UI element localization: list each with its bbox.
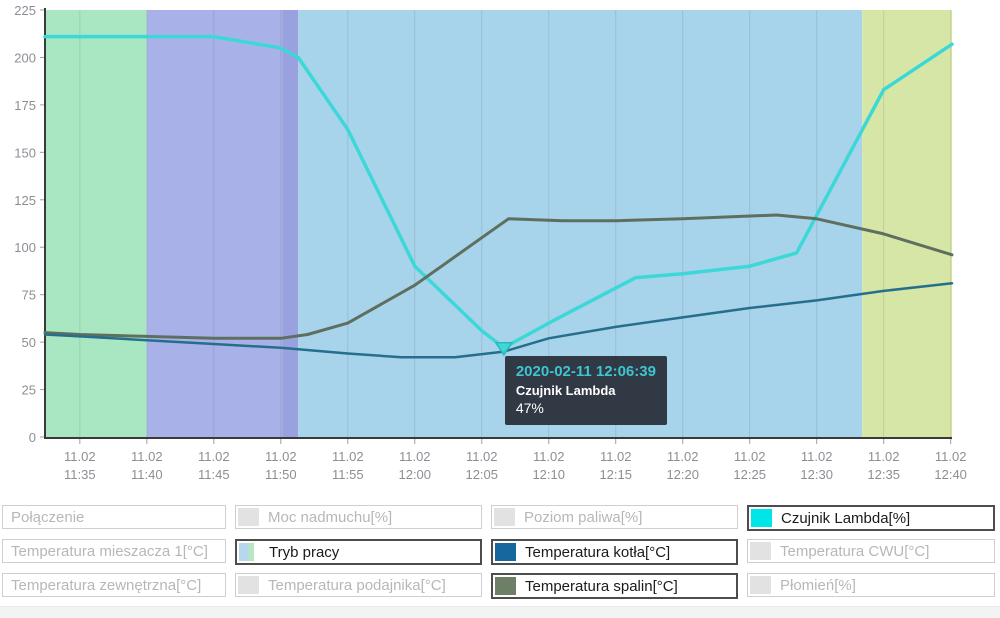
temperatura-podajnika-swatch-icon (238, 576, 259, 594)
hover-point-marker[interactable] (494, 342, 514, 357)
legend-item-label: Połączenie (11, 508, 85, 526)
y-axis-label: 150 (14, 145, 36, 160)
x-axis-label: 11.02 11:45 (198, 449, 230, 482)
temperatura-cwu-swatch-icon (750, 542, 771, 560)
x-axis-label: 11.02 12:25 (733, 449, 766, 482)
x-axis-label: 11.02 12:15 (599, 449, 632, 482)
legend-item-temperatura-spalin[interactable]: Temperatura spalin[°C] (491, 573, 738, 599)
legend-item-temperatura-podajnika[interactable]: Temperatura podajnika[°C] (235, 573, 482, 597)
y-axis-label: 125 (14, 193, 36, 208)
y-axis-label: 225 (14, 3, 36, 18)
mode-band-green (45, 10, 147, 437)
legend-item-temperatura-zewnetrzna[interactable]: Temperatura zewnętrzna[°C] (2, 573, 226, 597)
y-axis-label: 75 (22, 288, 36, 303)
series-line-temperatura-kot-a-c-[interactable] (43, 282, 954, 359)
x-axis-label: 11.02 12:30 (800, 449, 833, 482)
poziom-paliwa-swatch-icon (494, 508, 515, 526)
legend-item-czujnik-lambda[interactable]: Czujnik Lambda[%] (747, 505, 995, 531)
legend-item-tryb-pracy[interactable]: Tryb pracy (235, 539, 482, 565)
y-axis-label: 50 (22, 335, 36, 350)
legend: Połączenie Moc nadmuchu[%] Poziom paliwa[%… (2, 505, 996, 599)
legend-item-label: Płomień[%] (780, 576, 856, 594)
plomien-swatch-icon (750, 576, 771, 594)
series-line-czujnik-lambda-[interactable] (43, 34, 954, 350)
temperatura-kotla-swatch-icon (495, 543, 516, 561)
y-axis-label: 25 (22, 383, 36, 398)
legend-item-label: Temperatura zewnętrzna[°C] (11, 576, 202, 594)
series-line-temperatura-spalin-c-[interactable] (43, 213, 954, 340)
legend-item-label: Temperatura podajnika[°C] (268, 576, 446, 594)
legend-item-label: Czujnik Lambda[%] (781, 509, 911, 527)
legend-item-label: Poziom paliwa[%] (524, 508, 643, 526)
x-axis-label: 11.02 11:40 (131, 449, 163, 482)
x-axis-label: 11.02 11:50 (265, 449, 297, 482)
legend-item-plomien[interactable]: Płomień[%] (747, 573, 995, 597)
y-axis-label: 0 (29, 430, 36, 445)
mode-band-purple (146, 10, 283, 437)
legend-item-temperatura-kotla[interactable]: Temperatura kotła[°C] (491, 539, 738, 565)
x-axis-label: 11.02 12:35 (867, 449, 900, 482)
legend-item-polaczenie[interactable]: Połączenie (2, 505, 226, 529)
legend-item-label: Temperatura mieszacza 1[°C] (11, 542, 208, 560)
y-axis-label: 200 (14, 50, 36, 65)
x-axis-label: 11.02 12:10 (532, 449, 565, 482)
legend-item-moc-nadmuchu[interactable]: Moc nadmuchu[%] (235, 505, 482, 529)
legend-item-poziom-paliwa[interactable]: Poziom paliwa[%] (491, 505, 738, 529)
legend-item-temperatura-mieszacza-1[interactable]: Temperatura mieszacza 1[°C] (2, 539, 226, 563)
x-axis-label: 11.02 12:00 (398, 449, 431, 482)
chart-area[interactable]: 0 25 50 75 100 125 150 175 200 225 11.02 11:35 11.02… (0, 0, 1000, 490)
y-axis-label: 100 (14, 240, 36, 255)
mode-band-blue (298, 10, 863, 437)
legend-item-label: Temperatura spalin[°C] (525, 577, 678, 595)
tryb-pracy-swatch-icon (239, 543, 260, 561)
mode-band-yellow-green (862, 10, 952, 437)
legend-item-label: Moc nadmuchu[%] (268, 508, 393, 526)
legend-item-label: Temperatura kotła[°C] (525, 543, 671, 561)
x-axis-label: 11.02 11:55 (332, 449, 364, 482)
temperatura-spalin-swatch-icon (495, 577, 516, 595)
x-axis-label: 11.02 11:35 (64, 449, 96, 482)
moc-nadmuchu-swatch-icon (238, 508, 259, 526)
horizontal-scrollbar[interactable] (0, 606, 1000, 618)
czujnik-lambda-swatch-icon (751, 509, 772, 527)
x-axis-label: 11.02 12:40 (934, 449, 967, 482)
x-axis-label: 11.02 12:20 (666, 449, 699, 482)
legend-item-temperatura-cwu[interactable]: Temperatura CWU[°C] (747, 539, 995, 563)
legend-item-label: Temperatura CWU[°C] (780, 542, 930, 560)
legend-item-label: Tryb pracy (269, 543, 340, 561)
mode-band-purple-dark (282, 10, 299, 437)
temperature-chart[interactable]: 0 25 50 75 100 125 150 175 200 225 11.02 11:35 11.02… (0, 0, 1000, 490)
x-axis-label: 11.02 12:05 (465, 449, 498, 482)
y-axis-label: 175 (14, 98, 36, 113)
